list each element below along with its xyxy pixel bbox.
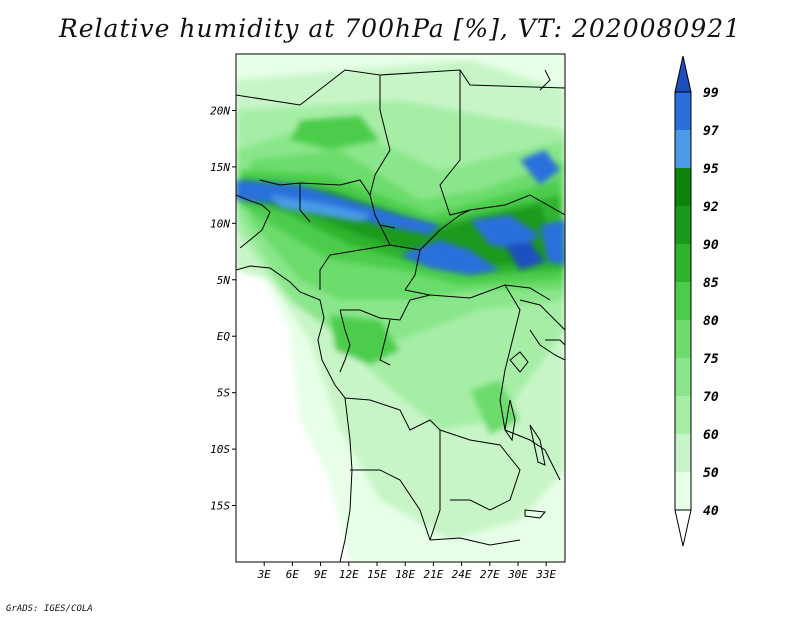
colorbar-level-label: 60 bbox=[703, 428, 719, 443]
lat-label: 20N bbox=[210, 104, 230, 117]
colorbar-swatch bbox=[675, 244, 691, 282]
colorbar-swatch bbox=[675, 282, 691, 320]
colorbar-swatch bbox=[675, 168, 691, 206]
colorbar-min-arrow bbox=[674, 509, 692, 547]
colorbar-swatch bbox=[675, 358, 691, 396]
colorbar-outline bbox=[674, 91, 692, 511]
lon-label: 21E bbox=[423, 568, 443, 581]
lon-label: 9E bbox=[314, 568, 328, 581]
colorbar-level-label: 80 bbox=[703, 314, 719, 329]
colorbar-level-label: 50 bbox=[703, 466, 719, 481]
lat-label: EQ bbox=[217, 330, 231, 343]
colorbar-level-label: 95 bbox=[703, 162, 719, 177]
map-frame bbox=[235, 53, 566, 563]
country-borders bbox=[236, 69, 565, 562]
lat-label: 10S bbox=[210, 443, 230, 456]
colorbar-level-label: 92 bbox=[703, 200, 719, 215]
colorbar-level-label: 97 bbox=[703, 124, 719, 139]
colorbar-level-label: 40 bbox=[703, 504, 719, 519]
lon-label: 3E bbox=[257, 568, 272, 581]
latitude-axis: 20N 15N 10N 5N EQ 5S 10S 15S bbox=[210, 104, 236, 513]
lon-label: 33E bbox=[535, 568, 556, 581]
lat-label: 15N bbox=[210, 161, 230, 174]
lon-label: 30E bbox=[507, 568, 528, 581]
colorbar-swatch bbox=[675, 92, 691, 130]
lon-label: 6E bbox=[286, 568, 300, 581]
humidity-field bbox=[236, 54, 565, 562]
map-title: Relative humidity at 700hPa [%], VT: 202… bbox=[58, 14, 742, 43]
colorbar-swatch bbox=[675, 320, 691, 358]
grads-credit: GrADS: IGES/COLA bbox=[6, 604, 93, 614]
colorbar-level-label: 99 bbox=[703, 86, 719, 101]
lon-label: 15E bbox=[367, 568, 387, 581]
colorbar-swatch bbox=[675, 206, 691, 244]
colorbar: 40 50 60 70 75 80 85 90 92 95 97 99 bbox=[674, 55, 719, 547]
longitude-axis: 3E 6E 9E 12E 15E 18E 21E 24E 27E 30E 33E bbox=[257, 562, 557, 581]
colorbar-swatch bbox=[675, 396, 691, 434]
colorbar-level-label: 75 bbox=[703, 352, 719, 367]
colorbar-level-label: 85 bbox=[703, 276, 719, 291]
colorbar-level-label: 70 bbox=[703, 390, 719, 405]
lat-label: 15S bbox=[210, 500, 230, 513]
lat-label: 5N bbox=[217, 274, 231, 287]
colorbar-swatch bbox=[675, 434, 691, 472]
colorbar-swatch bbox=[675, 472, 691, 510]
lon-label: 12E bbox=[339, 568, 359, 581]
lon-label: 18E bbox=[395, 568, 415, 581]
lat-label: 5S bbox=[217, 387, 231, 400]
colorbar-level-label: 90 bbox=[703, 238, 719, 253]
colorbar-max-arrow bbox=[674, 55, 692, 93]
lon-label: 24E bbox=[452, 568, 472, 581]
colorbar-swatch bbox=[675, 130, 691, 168]
lat-label: 10N bbox=[210, 217, 230, 230]
lon-label: 27E bbox=[480, 568, 500, 581]
